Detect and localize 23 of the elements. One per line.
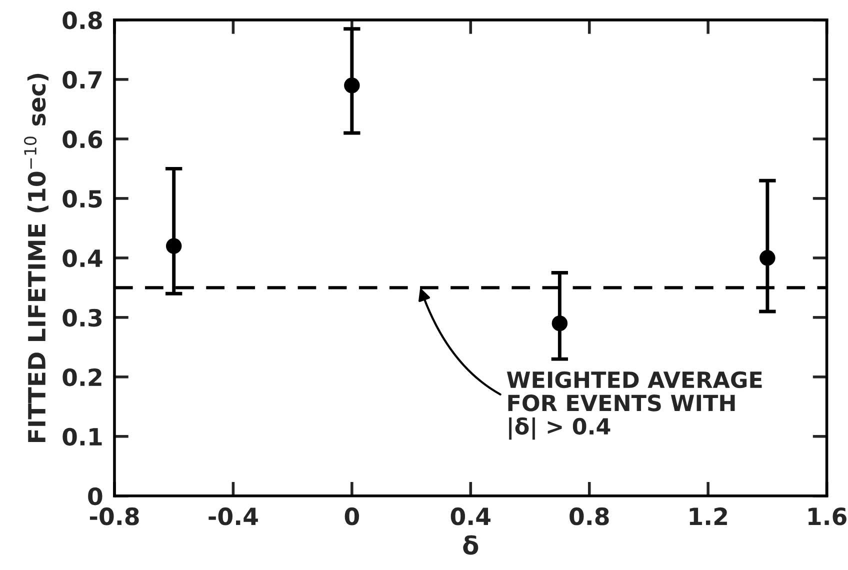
- x-axis-title: δ: [463, 535, 478, 555]
- x-tick-label: 1.2: [690, 507, 727, 525]
- x-tick-label: 0.8: [570, 507, 609, 526]
- point: [344, 78, 360, 94]
- point: [760, 250, 776, 266]
- y-tick-label: 0.4: [62, 249, 102, 268]
- y-tick-label: 0.1: [62, 428, 102, 446]
- x-tick-label: -0.8: [90, 507, 139, 526]
- y-tick-label: 0: [88, 487, 102, 506]
- x-tick-label: 0.4: [450, 507, 490, 526]
- y-tick-label: 0.2: [62, 368, 102, 386]
- y-tick-label: 0.8: [62, 11, 102, 30]
- y-tick-label: 0.3: [62, 308, 102, 327]
- y-axis-title: FITTED LIFETIME (10$^{−10}$ sec): [24, 74, 48, 442]
- annotation: WEIGHTED AVERAGE FOR EVENTS WITH |δ| > 0.4: [506, 371, 762, 440]
- x-tick-label: 0: [344, 507, 360, 526]
- y-tick-label: 0.6: [62, 130, 102, 148]
- y-tick-label: 0.5: [62, 190, 102, 208]
- x-tick-label: 1.6: [808, 507, 846, 526]
- y-tick-label: 0.7: [62, 70, 102, 89]
- point: [552, 316, 568, 332]
- x-tick-label: -0.4: [208, 507, 258, 526]
- point: [166, 238, 182, 254]
